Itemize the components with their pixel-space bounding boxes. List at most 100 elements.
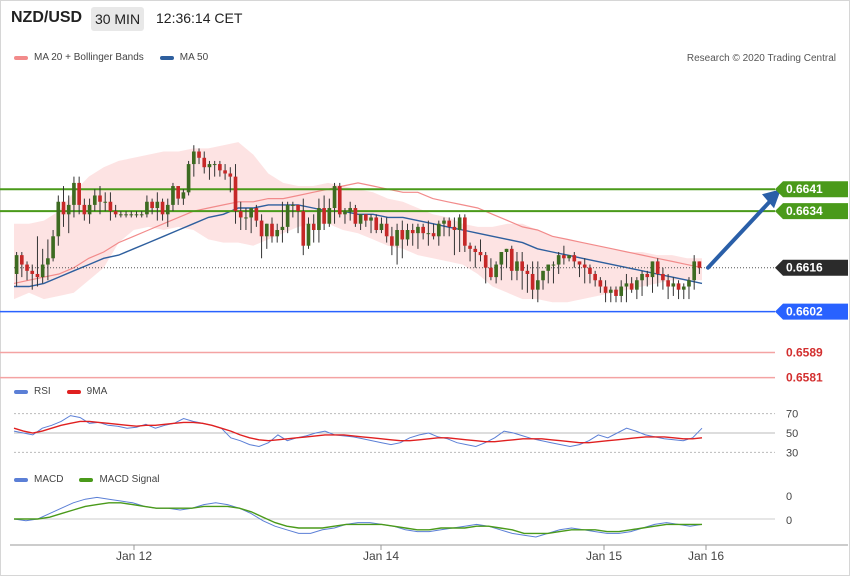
candle-body: [650, 261, 655, 278]
candle-body: [134, 214, 139, 216]
candle-body: [98, 195, 102, 202]
candle-body: [113, 211, 118, 215]
candle-body: [624, 283, 629, 287]
candle-body: [483, 255, 488, 268]
macd-tick-label: 0: [786, 491, 792, 503]
candle-body: [369, 217, 373, 221]
candle-body: [436, 223, 441, 237]
candle-body: [306, 223, 311, 246]
candle-body: [254, 208, 259, 221]
candle-body: [327, 208, 332, 224]
macd-swatch: [14, 477, 28, 482]
candle-body: [197, 151, 201, 158]
legend-item-bollinger: MA 20 + Bollinger Bands: [14, 52, 144, 63]
candle-body: [556, 255, 561, 265]
candle-body: [103, 201, 108, 203]
candle-body: [421, 226, 425, 234]
candle-body: [442, 220, 446, 224]
candle-body: [145, 201, 149, 215]
candle-body: [40, 264, 45, 278]
candle-body: [572, 255, 577, 262]
candle-body: [77, 182, 81, 205]
candle-body: [233, 176, 238, 212]
ma50-swatch: [159, 55, 174, 60]
candle-body: [332, 186, 337, 209]
candle-body: [400, 230, 405, 240]
candle-body: [478, 251, 483, 256]
candle-body: [171, 186, 175, 205]
candle-body: [56, 201, 61, 237]
candle-body: [426, 233, 431, 235]
candle-body: [697, 261, 702, 268]
price-tag-label: 0.6602: [786, 305, 823, 319]
ma50-line: [14, 204, 703, 288]
candle-body: [692, 261, 697, 281]
ma20-line: [13, 182, 703, 284]
candle-body: [150, 201, 154, 209]
candle-body: [129, 214, 134, 216]
legend-label: MA 20 + Bollinger Bands: [34, 52, 144, 63]
candle-body: [640, 273, 644, 281]
price-tag-current: [775, 259, 848, 276]
candle-body: [661, 273, 665, 281]
candle-body: [629, 283, 634, 290]
candle-body: [509, 248, 514, 271]
rsi-legend: RSI 9MA: [14, 386, 123, 397]
legend-label: MA 50: [179, 52, 209, 63]
candle-body: [687, 280, 691, 287]
candle-body: [238, 211, 243, 218]
chart-header: NZD/USD 30 MIN 12:36:14 CET: [0, 0, 850, 40]
candle-body: [181, 192, 186, 199]
candle-body: [562, 255, 566, 259]
rsi-panel: 70 50 30: [13, 409, 798, 459]
candle-body: [176, 186, 181, 199]
candle-body: [598, 280, 603, 287]
candle-body: [317, 208, 321, 231]
candle-body: [322, 208, 326, 224]
candle-body: [337, 186, 342, 215]
candle-body: [520, 261, 525, 271]
rsi-tick-label: 30: [786, 447, 798, 459]
time-axis: Jan 12 Jan 14 Jan 15 Jan 16: [10, 544, 848, 563]
candle-body: [280, 226, 285, 231]
candle-body: [343, 211, 347, 215]
candle-body: [72, 182, 76, 205]
candle-body: [452, 226, 457, 231]
candle-body: [353, 208, 358, 224]
candle-body: [212, 164, 217, 166]
symbol-label[interactable]: NZD/USD: [11, 9, 83, 26]
candle-body: [285, 204, 290, 227]
candle-body: [395, 230, 399, 246]
bollinger-band: [14, 142, 702, 303]
candle-body: [155, 201, 160, 209]
candle-body: [614, 289, 618, 296]
legend-label: 9MA: [86, 386, 108, 397]
candle-body: [51, 236, 55, 259]
timeframe-badge[interactable]: 30 MIN: [91, 7, 144, 31]
legend-item-rsi: RSI: [14, 386, 51, 397]
candle-body: [608, 289, 613, 293]
candle-body: [259, 220, 264, 237]
candle-body: [655, 261, 660, 274]
candle-body: [202, 157, 207, 168]
candle-body: [30, 270, 35, 274]
candle-body: [489, 267, 493, 278]
price-tag-label: 0.6641: [786, 182, 823, 196]
time-tick-label: Jan 15: [586, 549, 622, 563]
price-panel: 0.6641 0.6634 0.6616 0.6602 0.6589 0.6581: [0, 142, 848, 385]
research-credit: Research © 2020 Trading Central: [686, 53, 836, 64]
price-tag-label: 0.6581: [786, 371, 823, 385]
candle-body: [457, 217, 462, 231]
bollinger-swatch: [14, 55, 28, 60]
candle-body: [19, 255, 24, 265]
candle-body: [228, 173, 233, 177]
candle-body: [463, 217, 467, 246]
candle-body: [499, 251, 504, 265]
candle-body: [14, 255, 19, 274]
candle-body: [384, 223, 389, 237]
candle-body: [218, 164, 222, 171]
candle-body: [567, 255, 571, 259]
candle-body: [645, 273, 650, 278]
macd-series-macd-signal: [14, 502, 702, 535]
